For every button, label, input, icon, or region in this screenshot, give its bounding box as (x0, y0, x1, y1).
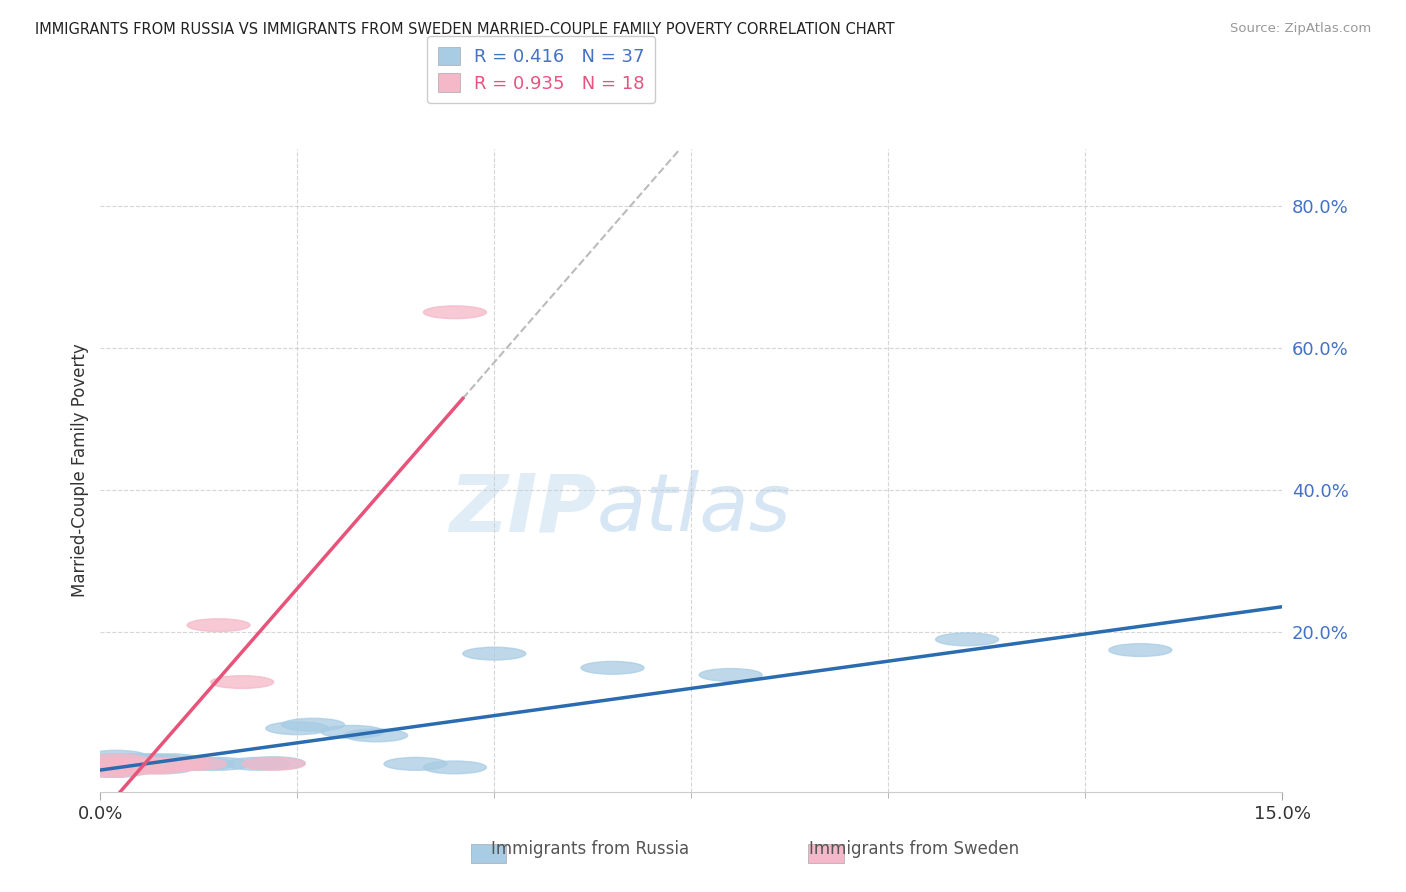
Text: Source: ZipAtlas.com: Source: ZipAtlas.com (1230, 22, 1371, 36)
Ellipse shape (84, 754, 148, 767)
Text: Immigrants from Russia: Immigrants from Russia (492, 840, 689, 858)
Ellipse shape (242, 756, 305, 770)
Ellipse shape (84, 757, 148, 770)
Ellipse shape (77, 757, 139, 770)
Ellipse shape (84, 761, 148, 773)
Ellipse shape (108, 761, 172, 773)
Ellipse shape (108, 761, 172, 773)
Ellipse shape (266, 722, 329, 735)
Ellipse shape (132, 757, 195, 770)
Ellipse shape (93, 757, 156, 770)
Ellipse shape (93, 763, 156, 775)
Ellipse shape (187, 757, 250, 770)
Ellipse shape (117, 757, 179, 770)
Ellipse shape (84, 764, 148, 777)
Ellipse shape (163, 757, 226, 770)
Ellipse shape (124, 757, 187, 770)
Ellipse shape (84, 750, 148, 764)
Ellipse shape (100, 757, 163, 770)
Ellipse shape (423, 306, 486, 318)
Ellipse shape (77, 754, 139, 767)
Ellipse shape (93, 754, 156, 767)
Ellipse shape (100, 757, 163, 770)
Ellipse shape (117, 761, 179, 773)
Ellipse shape (139, 754, 202, 767)
Ellipse shape (281, 718, 344, 731)
Text: atlas: atlas (596, 470, 792, 548)
Ellipse shape (1109, 644, 1173, 657)
Ellipse shape (344, 729, 408, 742)
Text: ZIP: ZIP (450, 470, 596, 548)
Ellipse shape (77, 761, 139, 773)
Ellipse shape (463, 648, 526, 660)
Y-axis label: Married-Couple Family Poverty: Married-Couple Family Poverty (72, 343, 89, 598)
Ellipse shape (321, 725, 384, 739)
Ellipse shape (423, 761, 486, 773)
Ellipse shape (117, 754, 179, 767)
Text: Immigrants from Sweden: Immigrants from Sweden (808, 840, 1019, 858)
Ellipse shape (384, 757, 447, 770)
Ellipse shape (581, 662, 644, 674)
Ellipse shape (699, 668, 762, 681)
Ellipse shape (139, 757, 202, 770)
Ellipse shape (187, 619, 250, 632)
Ellipse shape (132, 760, 195, 772)
Ellipse shape (156, 757, 218, 770)
Ellipse shape (124, 754, 187, 767)
Ellipse shape (77, 764, 139, 777)
Ellipse shape (93, 757, 156, 770)
Ellipse shape (132, 761, 195, 773)
Ellipse shape (124, 761, 187, 773)
Ellipse shape (935, 633, 998, 646)
Ellipse shape (148, 757, 211, 770)
Ellipse shape (242, 757, 305, 770)
Ellipse shape (93, 761, 156, 773)
Ellipse shape (172, 757, 235, 770)
Ellipse shape (226, 757, 290, 770)
Ellipse shape (100, 761, 163, 773)
Ellipse shape (100, 754, 163, 767)
Ellipse shape (148, 757, 211, 770)
Text: IMMIGRANTS FROM RUSSIA VS IMMIGRANTS FROM SWEDEN MARRIED-COUPLE FAMILY POVERTY C: IMMIGRANTS FROM RUSSIA VS IMMIGRANTS FRO… (35, 22, 894, 37)
Ellipse shape (211, 675, 274, 689)
Legend: R = 0.416   N = 37, R = 0.935   N = 18: R = 0.416 N = 37, R = 0.935 N = 18 (427, 36, 655, 103)
Ellipse shape (108, 757, 172, 770)
